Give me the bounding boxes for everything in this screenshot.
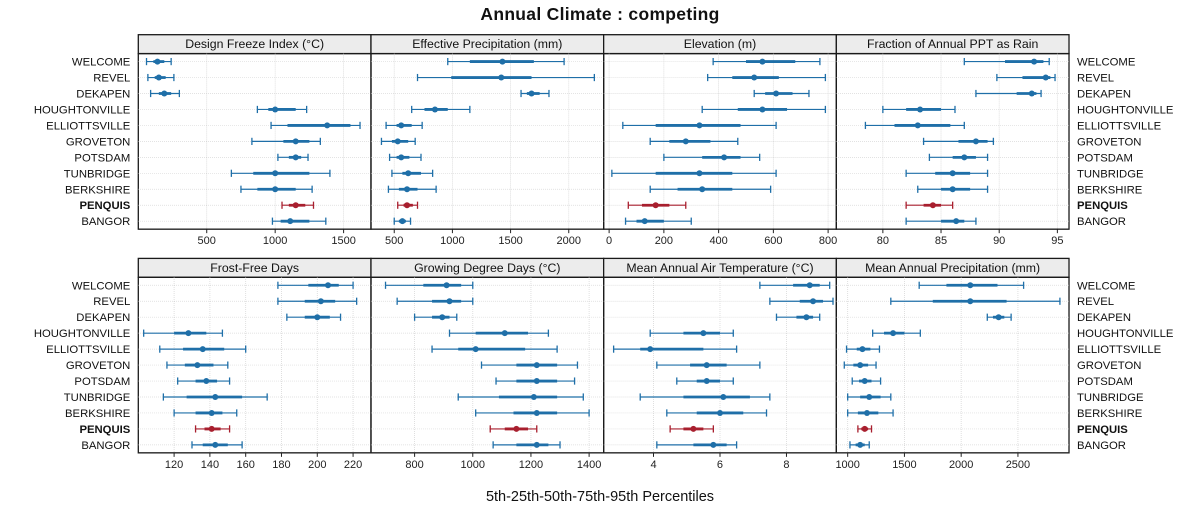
svg-text:2500: 2500 — [1006, 459, 1030, 471]
svg-text:1200: 1200 — [519, 459, 543, 471]
svg-text:400: 400 — [709, 235, 727, 247]
svg-text:Elevation (m): Elevation (m) — [684, 37, 756, 51]
svg-text:BANGOR: BANGOR — [81, 440, 130, 452]
svg-text:Frost-Free Days: Frost-Free Days — [210, 261, 299, 275]
svg-text:2000: 2000 — [949, 459, 973, 471]
svg-text:ELLIOTTSVILLE: ELLIOTTSVILLE — [46, 344, 131, 356]
svg-text:ELLIOTTSVILLE: ELLIOTTSVILLE — [46, 120, 131, 132]
svg-text:WELCOME: WELCOME — [1077, 57, 1136, 69]
svg-text:GROVETON: GROVETON — [66, 360, 130, 372]
svg-text:200: 200 — [308, 459, 326, 471]
svg-text:TUNBRIDGE: TUNBRIDGE — [1077, 392, 1144, 404]
svg-text:GROVETON: GROVETON — [1077, 360, 1141, 372]
svg-text:BERKSHIRE: BERKSHIRE — [65, 408, 131, 420]
svg-text:PENQUIS: PENQUIS — [79, 424, 130, 436]
svg-text:ELLIOTTSVILLE: ELLIOTTSVILLE — [1077, 344, 1162, 356]
svg-text:WELCOME: WELCOME — [72, 280, 131, 292]
svg-text:POTSDAM: POTSDAM — [74, 376, 130, 388]
svg-text:REVEL: REVEL — [93, 296, 130, 308]
svg-text:ELLIOTTSVILLE: ELLIOTTSVILLE — [1077, 120, 1162, 132]
svg-text:POTSDAM: POTSDAM — [1077, 152, 1133, 164]
svg-text:6: 6 — [717, 459, 723, 471]
svg-text:REVEL: REVEL — [93, 73, 130, 85]
svg-text:PENQUIS: PENQUIS — [1077, 424, 1128, 436]
svg-text:WELCOME: WELCOME — [72, 57, 131, 69]
svg-text:1000: 1000 — [835, 459, 859, 471]
svg-text:1400: 1400 — [577, 459, 601, 471]
svg-text:1500: 1500 — [331, 235, 355, 247]
svg-text:1000: 1000 — [440, 235, 464, 247]
svg-text:BERKSHIRE: BERKSHIRE — [1077, 408, 1143, 420]
svg-text:TUNBRIDGE: TUNBRIDGE — [1077, 168, 1144, 180]
svg-text:1000: 1000 — [461, 459, 485, 471]
svg-text:4: 4 — [650, 459, 656, 471]
svg-text:Growing Degree Days (°C): Growing Degree Days (°C) — [414, 261, 560, 275]
svg-text:Effective Precipitation (mm): Effective Precipitation (mm) — [412, 37, 562, 51]
svg-text:180: 180 — [272, 459, 290, 471]
svg-text:Mean Annual Air Temperature (°: Mean Annual Air Temperature (°C) — [626, 261, 813, 275]
svg-text:HOUGHTONVILLE: HOUGHTONVILLE — [34, 328, 131, 340]
svg-text:Design Freeze Index (°C): Design Freeze Index (°C) — [185, 37, 324, 51]
svg-text:160: 160 — [237, 459, 255, 471]
svg-text:HOUGHTONVILLE: HOUGHTONVILLE — [1077, 328, 1174, 340]
svg-text:600: 600 — [764, 235, 782, 247]
svg-text:Fraction of Annual PPT as Rain: Fraction of Annual PPT as Rain — [867, 37, 1039, 51]
svg-text:HOUGHTONVILLE: HOUGHTONVILLE — [34, 104, 131, 116]
svg-text:500: 500 — [385, 235, 403, 247]
svg-text:Mean Annual Precipitation (mm): Mean Annual Precipitation (mm) — [865, 261, 1040, 275]
svg-text:80: 80 — [877, 235, 889, 247]
svg-text:POTSDAM: POTSDAM — [74, 152, 130, 164]
svg-text:2000: 2000 — [557, 235, 581, 247]
svg-text:1500: 1500 — [498, 235, 522, 247]
svg-text:1500: 1500 — [892, 459, 916, 471]
svg-text:PENQUIS: PENQUIS — [1077, 200, 1128, 212]
svg-text:BERKSHIRE: BERKSHIRE — [65, 184, 131, 196]
svg-text:POTSDAM: POTSDAM — [1077, 376, 1133, 388]
svg-text:DEKAPEN: DEKAPEN — [1077, 312, 1131, 324]
svg-text:0: 0 — [606, 235, 612, 247]
svg-text:WELCOME: WELCOME — [1077, 280, 1136, 292]
svg-text:95: 95 — [1051, 235, 1063, 247]
svg-text:8: 8 — [783, 459, 789, 471]
svg-text:BANGOR: BANGOR — [1077, 216, 1126, 228]
svg-text:TUNBRIDGE: TUNBRIDGE — [64, 168, 131, 180]
svg-text:120: 120 — [165, 459, 183, 471]
svg-text:200: 200 — [655, 235, 673, 247]
svg-text:GROVETON: GROVETON — [66, 136, 130, 148]
svg-text:85: 85 — [935, 235, 947, 247]
svg-text:PENQUIS: PENQUIS — [79, 200, 130, 212]
svg-text:800: 800 — [405, 459, 423, 471]
svg-text:90: 90 — [993, 235, 1005, 247]
svg-text:1000: 1000 — [263, 235, 287, 247]
svg-text:HOUGHTONVILLE: HOUGHTONVILLE — [1077, 104, 1174, 116]
svg-text:140: 140 — [201, 459, 219, 471]
svg-text:BANGOR: BANGOR — [81, 216, 130, 228]
svg-text:REVEL: REVEL — [1077, 73, 1114, 85]
svg-text:GROVETON: GROVETON — [1077, 136, 1141, 148]
svg-text:BERKSHIRE: BERKSHIRE — [1077, 184, 1143, 196]
svg-text:220: 220 — [344, 459, 362, 471]
svg-text:BANGOR: BANGOR — [1077, 440, 1126, 452]
svg-text:DEKAPEN: DEKAPEN — [1077, 89, 1131, 101]
svg-text:DEKAPEN: DEKAPEN — [76, 312, 130, 324]
svg-text:REVEL: REVEL — [1077, 296, 1114, 308]
svg-text:800: 800 — [819, 235, 837, 247]
svg-text:500: 500 — [198, 235, 216, 247]
svg-text:DEKAPEN: DEKAPEN — [76, 89, 130, 101]
svg-text:TUNBRIDGE: TUNBRIDGE — [64, 392, 131, 404]
